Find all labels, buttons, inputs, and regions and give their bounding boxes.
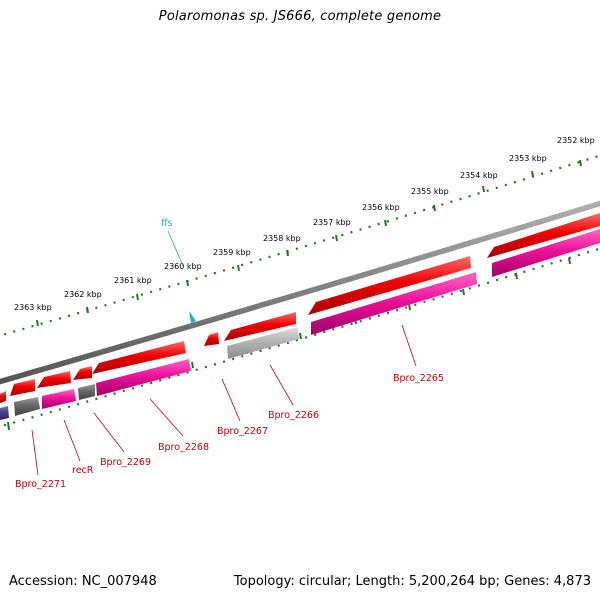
scale-label-2362: 2362 kbp bbox=[64, 290, 102, 299]
gene-block-dark[interactable] bbox=[14, 397, 40, 416]
leader-lines bbox=[31, 230, 417, 476]
scale-label-2359: 2359 kbp bbox=[213, 248, 251, 257]
gene-block-pseudo[interactable] bbox=[227, 327, 299, 359]
gene-block-forward[interactable] bbox=[308, 256, 471, 315]
scale-label-2356: 2356 kbp bbox=[362, 203, 400, 212]
gene-block-forward[interactable] bbox=[10, 379, 35, 396]
inner-major-ticks bbox=[7, 257, 571, 431]
gene-label-bpro-2271[interactable]: Bpro_2271 bbox=[15, 479, 66, 490]
gene-block-forward[interactable] bbox=[487, 213, 600, 258]
forward-strand-genes bbox=[0, 213, 600, 403]
outer-major-ticks bbox=[36, 159, 582, 327]
gene-block-reverse[interactable] bbox=[492, 229, 600, 277]
leader-bpro-2271 bbox=[31, 429, 39, 476]
gene-label-bpro-2266[interactable]: Bpro_2266 bbox=[268, 410, 319, 421]
gene-label-recr[interactable]: recR bbox=[72, 465, 94, 476]
scale-label-2357: 2357 kbp bbox=[313, 218, 351, 227]
scale-label-2363: 2363 kbp bbox=[14, 303, 52, 312]
gene-label-bpro-2269[interactable]: Bpro_2269 bbox=[100, 457, 151, 468]
genome-backbone bbox=[0, 200, 600, 385]
scale-label-2355: 2355 kbp bbox=[411, 187, 449, 196]
leader-bpro-2269 bbox=[93, 412, 125, 453]
gene-block-forward[interactable] bbox=[0, 391, 6, 403]
gene-block-reverse[interactable] bbox=[96, 359, 191, 396]
scale-label-2360: 2360 kbp bbox=[164, 262, 202, 271]
gene-block-forward[interactable] bbox=[73, 366, 92, 380]
gene-block-forward[interactable] bbox=[224, 312, 296, 341]
gene-label-bpro-2268[interactable]: Bpro_2268 bbox=[158, 442, 209, 453]
leader-bpro-2267 bbox=[221, 378, 241, 422]
gene-block-dark[interactable] bbox=[78, 384, 95, 400]
scale-label-2352: 2352 kbp bbox=[557, 136, 595, 145]
scale-label-2361: 2361 kbp bbox=[114, 276, 152, 285]
scale-label-2353: 2353 kbp bbox=[509, 154, 547, 163]
leader-ffs bbox=[167, 230, 184, 267]
rna-marker-ffs[interactable] bbox=[189, 311, 196, 323]
gene-block-reverse[interactable] bbox=[311, 272, 477, 335]
reverse-strand-genes bbox=[0, 229, 600, 420]
gene-block-purple[interactable] bbox=[0, 406, 9, 420]
leader-recr bbox=[63, 419, 81, 462]
gene-block-forward[interactable] bbox=[37, 371, 71, 388]
accession-text: Accession: NC_007948 bbox=[9, 574, 157, 589]
scale-label-2354: 2354 kbp bbox=[460, 171, 498, 180]
gene-block-reverse[interactable] bbox=[42, 389, 76, 409]
feature-labels: Bpro_2265 Bpro_2266 Bpro_2267 Bpro_2268 … bbox=[15, 218, 444, 490]
gene-label-bpro-2267[interactable]: Bpro_2267 bbox=[217, 426, 268, 437]
leader-bpro-2265 bbox=[401, 324, 417, 367]
map-title: Polaromonas sp. JS666, complete genome bbox=[158, 9, 442, 24]
gene-block-forward[interactable] bbox=[204, 332, 219, 346]
leader-bpro-2268 bbox=[149, 398, 184, 437]
scale-labels: 2352 kbp 2353 kbp 2354 kbp 2355 kbp 2356… bbox=[14, 136, 595, 312]
rna-label-ffs[interactable]: ffs bbox=[161, 218, 173, 229]
leader-bpro-2266 bbox=[269, 364, 294, 406]
genome-summary-text: Topology: circular; Length: 5,200,264 bp… bbox=[233, 574, 591, 589]
scale-label-2358: 2358 kbp bbox=[263, 234, 301, 243]
gene-block-forward[interactable] bbox=[92, 341, 186, 374]
gene-label-bpro-2265[interactable]: Bpro_2265 bbox=[393, 373, 444, 384]
